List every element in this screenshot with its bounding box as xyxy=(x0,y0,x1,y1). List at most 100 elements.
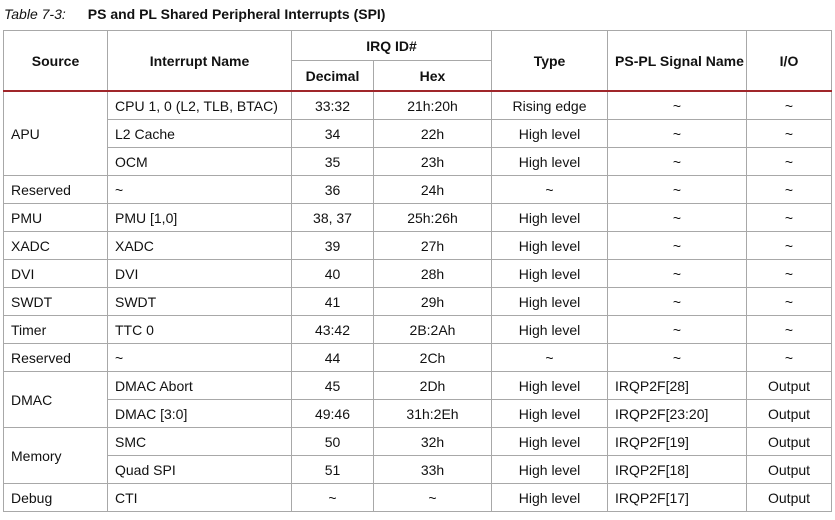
type: High level xyxy=(491,315,609,344)
irq-decimal: 40 xyxy=(291,259,374,288)
row: PMU PMU [1,0] 38, 37 25h:26h High level ~ ~ xyxy=(3,203,833,232)
irq-hex: 22h xyxy=(372,119,493,148)
signal-name: ~ xyxy=(607,259,748,288)
io: Output xyxy=(746,399,833,428)
source: XADC xyxy=(3,231,108,260)
io: Output xyxy=(746,371,833,400)
interrupt-name: TTC 0 xyxy=(107,315,292,344)
irq-decimal: 45 xyxy=(291,371,374,400)
signal-name: ~ xyxy=(607,231,748,260)
row: Reserved ~44 2Ch ~ ~ ~ xyxy=(3,343,833,372)
source: Reserved xyxy=(3,175,108,204)
header: Decimal xyxy=(291,60,374,92)
interrupt-name: Quad SPI xyxy=(107,455,292,484)
interrupt-name: SMC xyxy=(107,427,292,456)
source: APU xyxy=(3,90,108,176)
irq-decimal: 43:42 xyxy=(291,315,374,344)
header: Hex xyxy=(372,60,493,92)
interrupt-name: DVI xyxy=(107,259,292,288)
source: Reserved xyxy=(3,343,108,372)
irq-hex: 2B:2Ah xyxy=(372,315,493,344)
irq-decimal: 39 xyxy=(291,231,374,260)
irq-decimal: 36 xyxy=(291,175,374,204)
irq-hex: 33h xyxy=(372,455,493,484)
header: IRQ ID# xyxy=(290,30,493,61)
row: XADC XADC 39 27h High level ~ ~ xyxy=(3,231,833,260)
signal-name: ~ xyxy=(607,175,748,204)
interrupt-name: SWDT xyxy=(107,287,292,316)
type: High level xyxy=(491,119,609,148)
type: High level xyxy=(491,371,609,400)
interrupt-name: ~ xyxy=(107,343,292,372)
irq-hex: 23h xyxy=(372,147,493,176)
irq-hex: 25h:26h xyxy=(372,203,493,232)
interrupt-name: L2 Cache xyxy=(107,119,292,148)
irq-hex: 28h xyxy=(372,259,493,288)
irq-decimal: 35 xyxy=(291,147,374,176)
row: Quad SPI 51 33h High level IRQP2F[18] Output xyxy=(4,455,833,484)
interrupt-name: OCM xyxy=(107,147,292,176)
row: DMAC [3:0] 49:46 31h:2Eh High level IRQP2F[2… xyxy=(4,399,833,428)
irq-hex: 29h xyxy=(372,287,493,316)
signal-name: IRQP2F[23:20] xyxy=(607,399,748,428)
irq-decimal: 50 xyxy=(291,427,374,456)
header: Source xyxy=(3,30,108,92)
irq-decimal: 33:32 xyxy=(291,90,374,120)
source: Debug xyxy=(3,483,108,512)
irq-decimal: 34 xyxy=(291,119,374,148)
signal-name: ~ xyxy=(607,343,748,372)
io: ~ xyxy=(746,315,833,344)
irq-decimal: 51 xyxy=(291,455,374,484)
source: SWDT xyxy=(3,287,108,316)
signal-name: ~ xyxy=(607,90,748,120)
type: ~ xyxy=(491,343,609,372)
io: ~ xyxy=(746,259,833,288)
row: Reserved ~36 24h ~ ~ ~ xyxy=(3,175,833,204)
caption-title: PS and PL Shared Peripheral Interrupts (… xyxy=(87,6,386,22)
row: L2 Cache 34 22h High level ~ ~ xyxy=(4,119,833,148)
type: ~ xyxy=(491,175,609,204)
row: Memory SMC 50 32h High level IRQP2F[19] Output xyxy=(3,427,833,484)
type: High level xyxy=(491,147,609,176)
signal-name: ~ xyxy=(607,287,748,316)
header: I/O xyxy=(746,30,833,92)
row: Timer TTC 0 43:42 2B:2Ah High level ~ ~ xyxy=(3,315,833,344)
io: ~ xyxy=(746,287,833,316)
io: Output xyxy=(746,427,833,456)
irq-hex: 27h xyxy=(372,231,493,260)
io: ~ xyxy=(746,147,833,176)
caption: Table 7-3: PS and PL Shared Peripheral In… xyxy=(4,6,385,22)
source: DVI xyxy=(3,259,108,288)
type: High level xyxy=(491,259,609,288)
io: ~ xyxy=(746,119,833,148)
signal-name: ~ xyxy=(607,315,748,344)
row: APU CPU 1, 0 (L2, TLB, BTAC) 33:32 21h:20h R… xyxy=(3,90,833,176)
type: High level xyxy=(491,203,609,232)
irq-decimal: 41 xyxy=(291,287,374,316)
irq-hex: 2Ch xyxy=(372,343,493,372)
signal-name: IRQP2F[19] xyxy=(607,427,748,456)
table: Source Interrupt Name IRQ ID# Type PS-PL… xyxy=(3,30,833,512)
io: ~ xyxy=(746,231,833,260)
type: Rising edge xyxy=(491,90,609,120)
signal-name: IRQP2F[18] xyxy=(607,455,748,484)
irq-decimal: 44 xyxy=(291,343,374,372)
row: SWDT SWDT 41 29h High level ~ ~ xyxy=(3,287,833,316)
header: Interrupt Name xyxy=(107,30,292,92)
signal-name: ~ xyxy=(607,119,748,148)
type: High level xyxy=(491,455,609,484)
irq-decimal: ~ xyxy=(291,483,374,512)
interrupt-name: ~ xyxy=(107,175,292,204)
table-body: APU CPU 1, 0 (L2, TLB, BTAC) 33:32 21h:20h R… xyxy=(3,90,833,512)
io: ~ xyxy=(746,343,833,372)
signal-name: ~ xyxy=(607,147,748,176)
type: High level xyxy=(491,287,609,316)
irq-hex: 32h xyxy=(372,427,493,456)
io: ~ xyxy=(746,90,833,120)
source: Timer xyxy=(3,315,108,344)
source: PMU xyxy=(3,203,108,232)
interrupt-name: PMU [1,0] xyxy=(107,203,292,232)
signal-name: ~ xyxy=(607,203,748,232)
type: High level xyxy=(491,231,609,260)
